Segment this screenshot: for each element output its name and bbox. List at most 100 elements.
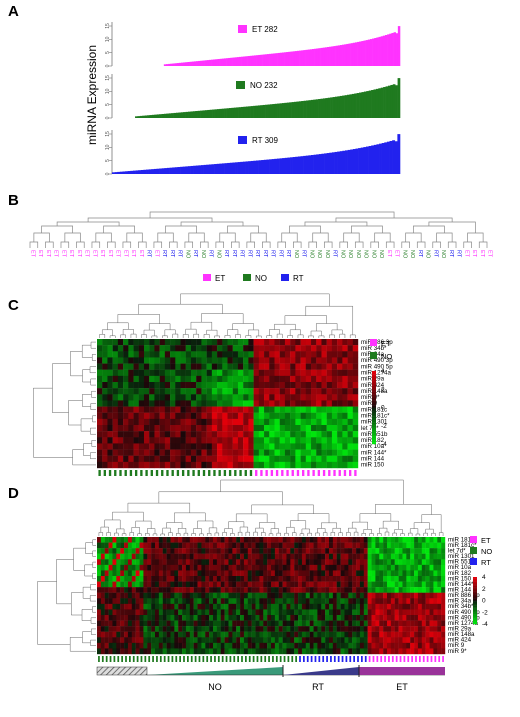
panel-d-cell — [182, 581, 187, 588]
panel-d-cell — [139, 598, 144, 605]
panel-d-cell — [97, 592, 102, 599]
panel-c-cell — [311, 363, 317, 370]
panel-d-cell — [313, 559, 318, 566]
panel-d-cell — [220, 598, 225, 605]
panel-c-cell — [102, 369, 108, 377]
panel-d-cell — [97, 553, 102, 560]
panel-c-cell — [185, 431, 192, 438]
panel-a-bar — [284, 52, 287, 66]
panel-d-cell — [236, 592, 241, 599]
panel-a-bar — [130, 170, 134, 174]
panel-b: ET ET ET ET ET ET ET ET ET ET ET ET ET ET ET RT ET RT RT RT… — [30, 211, 493, 283]
panel-d-cell — [379, 542, 384, 549]
panel-a-bar — [262, 104, 266, 118]
panel-c-cell — [331, 369, 338, 377]
panel-d-cell — [255, 637, 260, 644]
panel-d-cell — [147, 648, 152, 655]
panel-d-cell — [158, 559, 163, 566]
panel-d-cell — [298, 598, 303, 605]
panel-d-cell — [441, 570, 446, 577]
panel-d-cell — [182, 553, 187, 560]
panel-d-cell — [166, 548, 171, 554]
panel-c-cell — [196, 443, 202, 450]
panel-c-cell — [133, 455, 139, 463]
panel-c-cell — [331, 437, 338, 444]
panel-c-cell — [112, 443, 119, 450]
panel-d-cell — [100, 581, 105, 588]
panel-d-cell — [189, 570, 194, 577]
panel-c-cell — [321, 437, 327, 444]
panel-d-cell — [278, 615, 283, 621]
panel-a-bar — [292, 51, 296, 66]
panel-d-cell — [232, 603, 237, 610]
panel-a-bar — [347, 149, 351, 174]
panel-d-cell — [247, 576, 252, 582]
panel-d-cell — [332, 626, 337, 632]
panel-d-cell — [236, 576, 241, 582]
panel-c-cell — [331, 406, 338, 413]
panel-d-cell — [329, 648, 334, 655]
panel-d-cell — [197, 603, 202, 610]
panel-b-branch — [60, 241, 70, 248]
panel-d-cell — [205, 598, 210, 605]
panel-c-cell — [206, 369, 213, 377]
panel-a-bar — [263, 159, 267, 174]
panel-d-cell — [182, 542, 187, 549]
panel-c-cell — [133, 418, 139, 426]
panel-d-cell — [394, 620, 399, 627]
panel-c-cell — [123, 425, 129, 432]
panel-d-cell — [158, 603, 163, 610]
panel-d-cell — [429, 648, 434, 655]
panel-c-cell — [128, 394, 134, 401]
panel-d-cell — [185, 637, 190, 644]
panel-d-cell — [286, 631, 291, 638]
panel-c-cell — [185, 345, 192, 352]
panel-a-bar — [287, 157, 291, 174]
panel-c-cell — [269, 449, 275, 456]
panel-a-bar — [346, 43, 349, 66]
panel-c-cell — [196, 400, 202, 407]
panel-d-cell — [151, 626, 156, 632]
panel-d-cell — [174, 615, 179, 621]
panel-d-cell — [367, 592, 372, 599]
panel-d-cell — [363, 615, 368, 621]
panel-c-cell — [279, 369, 286, 377]
panel-c-cell — [117, 449, 124, 456]
panel-c-cell — [295, 406, 301, 413]
panel-d-cell — [259, 537, 264, 543]
panel-d-cell — [390, 553, 395, 560]
panel-c-cell — [352, 400, 359, 407]
panel-c-cell — [159, 388, 166, 395]
panel-d-cell — [209, 615, 214, 621]
panel-b-branch — [351, 225, 383, 233]
panel-d-cell — [197, 631, 202, 638]
panel-d-cell — [286, 609, 291, 616]
panel-d-cell — [100, 609, 105, 616]
panel-d-cell — [290, 587, 295, 593]
panel-d-cell — [363, 564, 368, 571]
panel-c-cell — [227, 345, 233, 352]
panel-a-bar — [208, 164, 212, 174]
panel-d-cell — [108, 570, 113, 577]
panel-d-scale-step — [473, 594, 477, 597]
panel-d-cell — [375, 587, 380, 593]
panel-d-cell — [174, 626, 179, 632]
panel-d-cell — [278, 564, 283, 571]
panel-c-cell — [326, 375, 333, 383]
panel-d-cell — [271, 542, 276, 549]
panel-a-bar — [228, 57, 231, 66]
panel-c-cell — [337, 418, 343, 426]
panel-d-cell — [402, 637, 407, 644]
panel-d-cell — [371, 542, 376, 549]
panel-d-cell — [406, 587, 411, 593]
panel-a-bar — [344, 44, 347, 66]
panel-c-cell — [253, 418, 260, 426]
panel-c-cell — [237, 412, 244, 420]
panel-d-cell — [170, 553, 175, 560]
panel-a-bar — [269, 53, 272, 66]
panel-c-cell — [211, 375, 218, 383]
panel-d-cell — [383, 587, 388, 593]
panel-c-cell — [347, 461, 353, 469]
panel-a-bar — [269, 159, 273, 174]
panel-d-cell — [387, 559, 392, 566]
